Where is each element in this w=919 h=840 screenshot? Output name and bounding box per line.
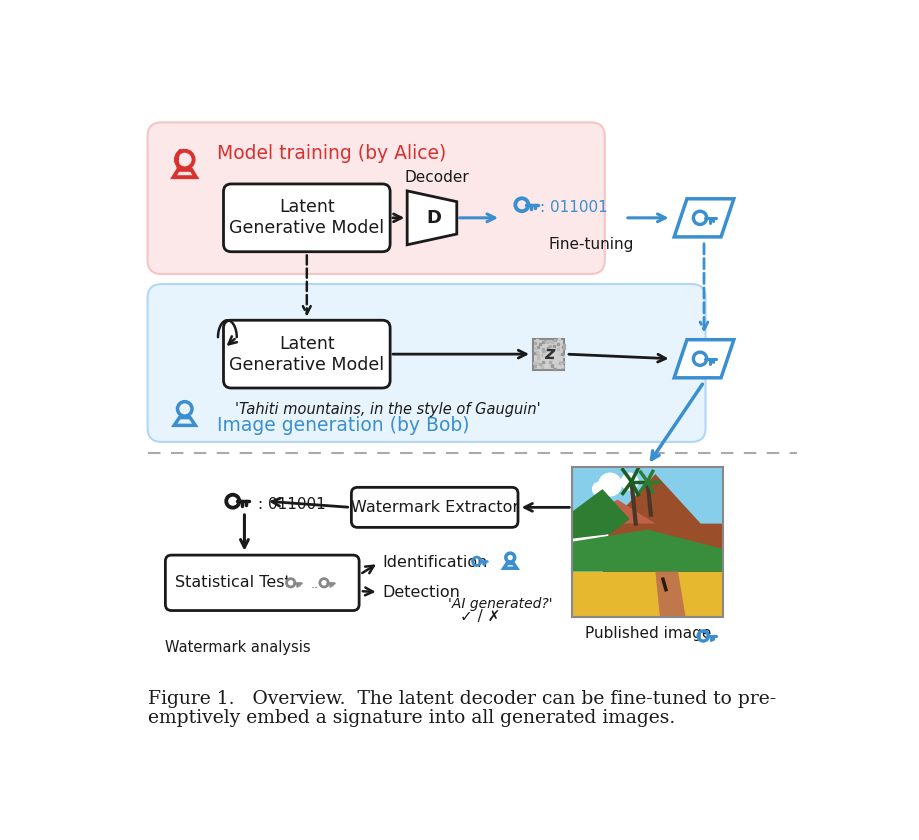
FancyBboxPatch shape	[147, 123, 604, 274]
Text: Image generation (by Bob): Image generation (by Bob)	[217, 417, 470, 435]
FancyBboxPatch shape	[165, 555, 358, 611]
Circle shape	[597, 473, 621, 496]
FancyBboxPatch shape	[223, 184, 390, 252]
FancyBboxPatch shape	[223, 320, 390, 388]
Text: Watermark analysis: Watermark analysis	[165, 640, 311, 655]
Text: ..: ..	[311, 578, 319, 591]
Text: D: D	[425, 209, 440, 227]
Text: 'AI generated?': 'AI generated?'	[448, 596, 552, 611]
Text: 'Tahiti mountains, in the style of Gauguin': 'Tahiti mountains, in the style of Gaugu…	[235, 402, 540, 417]
Text: z: z	[543, 345, 553, 363]
Text: emptively embed a signature into all generated images.: emptively embed a signature into all gen…	[147, 709, 674, 727]
Text: Published image: Published image	[584, 626, 710, 641]
Bar	[572, 466, 722, 523]
Text: : 011001: : 011001	[258, 496, 325, 512]
Polygon shape	[407, 191, 456, 244]
Text: Latent
Generative Model: Latent Generative Model	[229, 334, 384, 374]
Polygon shape	[572, 500, 654, 523]
Text: Latent
Generative Model: Latent Generative Model	[229, 198, 384, 237]
Text: Watermark Extractor: Watermark Extractor	[350, 500, 518, 515]
Bar	[533, 339, 564, 370]
Text: Figure 1.   Overview.  The latent decoder can be fine-tuned to pre-: Figure 1. Overview. The latent decoder c…	[147, 690, 775, 708]
Circle shape	[591, 481, 607, 496]
Polygon shape	[572, 529, 722, 572]
Bar	[572, 572, 722, 617]
Text: Statistical Test: Statistical Test	[175, 575, 290, 591]
FancyBboxPatch shape	[147, 284, 705, 442]
Text: Decoder: Decoder	[403, 170, 469, 185]
Text: Model training (by Alice): Model training (by Alice)	[217, 144, 446, 163]
Text: Identification: Identification	[382, 555, 487, 570]
Polygon shape	[654, 572, 685, 617]
FancyBboxPatch shape	[351, 487, 517, 528]
Polygon shape	[674, 339, 733, 378]
Text: : 011001: : 011001	[539, 200, 607, 215]
Text: Fine-tuning: Fine-tuning	[549, 237, 633, 252]
Text: Detection: Detection	[382, 585, 460, 600]
Polygon shape	[602, 474, 722, 575]
Text: ✓ / ✗: ✓ / ✗	[460, 609, 500, 624]
Polygon shape	[572, 489, 629, 538]
Polygon shape	[674, 199, 733, 237]
Circle shape	[620, 473, 638, 491]
Bar	[572, 466, 722, 617]
